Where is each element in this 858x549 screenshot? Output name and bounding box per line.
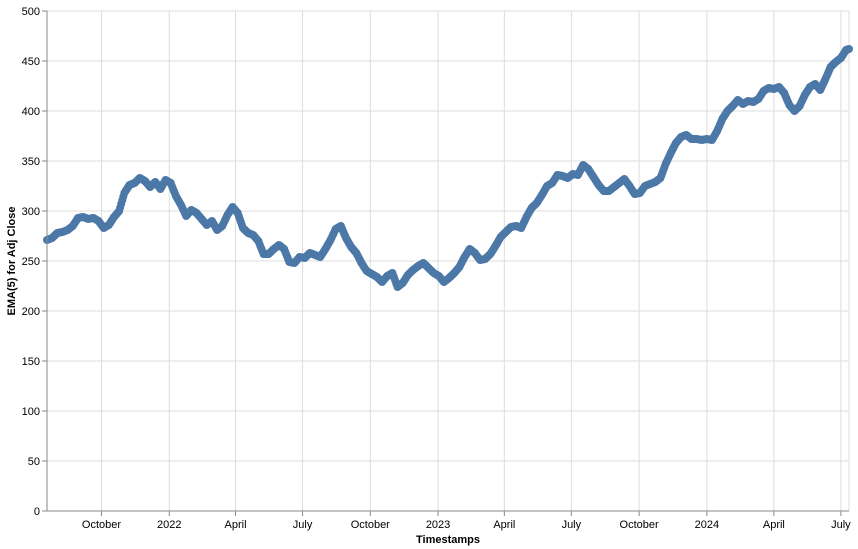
y-tick-label: 400 xyxy=(22,106,40,118)
y-tick-label: 100 xyxy=(22,406,40,418)
y-tick-label: 350 xyxy=(22,156,40,168)
y-tick: 400 xyxy=(22,106,47,118)
y-tick: 0 xyxy=(34,506,47,518)
x-tick: October xyxy=(620,511,659,531)
y-tick: 50 xyxy=(28,456,47,468)
x-axis-title: Timestamps xyxy=(416,534,480,546)
x-tick: July xyxy=(831,511,851,531)
y-tick-label: 0 xyxy=(34,506,40,518)
y-axis-ticks: 0 50 100 150 200 250 300 350 400 450 500 xyxy=(22,6,47,518)
y-tick-label: 150 xyxy=(22,356,40,368)
x-tick-label: July xyxy=(562,519,582,531)
y-tick-label: 500 xyxy=(22,6,40,18)
x-tick-label: April xyxy=(493,519,515,531)
x-tick-label: April xyxy=(225,519,247,531)
x-tick: October xyxy=(82,511,121,531)
y-tick-label: 300 xyxy=(22,206,40,218)
x-tick-label: April xyxy=(763,519,785,531)
data-point xyxy=(845,45,853,53)
y-axis-title: EMA(5) for Adj Close xyxy=(6,207,18,316)
x-tick-label: 2022 xyxy=(157,519,181,531)
y-tick: 500 xyxy=(22,6,47,18)
y-tick-label: 50 xyxy=(28,456,40,468)
x-tick: July xyxy=(562,511,582,531)
y-tick: 350 xyxy=(22,156,47,168)
y-tick: 450 xyxy=(22,56,47,68)
x-tick-label: October xyxy=(82,519,121,531)
x-tick-label: 2023 xyxy=(426,519,450,531)
x-tick-label: October xyxy=(620,519,659,531)
y-tick-label: 250 xyxy=(22,256,40,268)
x-tick: 2024 xyxy=(695,511,719,531)
y-tick: 250 xyxy=(22,256,47,268)
y-tick-label: 200 xyxy=(22,306,40,318)
x-tick-label: 2024 xyxy=(695,519,719,531)
x-tick: 2023 xyxy=(426,511,450,531)
x-tick: 2022 xyxy=(157,511,181,531)
y-tick: 300 xyxy=(22,206,47,218)
data-points xyxy=(43,45,853,291)
x-tick: October xyxy=(351,511,390,531)
y-gridlines xyxy=(47,10,849,512)
x-tick-label: July xyxy=(831,519,851,531)
x-axis-ticks: October 2022 April July October 2023 April July… xyxy=(82,511,851,531)
y-tick: 150 xyxy=(22,356,47,368)
x-tick-label: October xyxy=(351,519,390,531)
y-tick: 200 xyxy=(22,306,47,318)
x-tick: April xyxy=(225,511,247,531)
x-tick-label: July xyxy=(293,519,313,531)
x-tick: April xyxy=(763,511,785,531)
x-tick: April xyxy=(493,511,515,531)
x-tick: July xyxy=(293,511,313,531)
y-tick-label: 450 xyxy=(22,56,40,68)
y-tick: 100 xyxy=(22,406,47,418)
